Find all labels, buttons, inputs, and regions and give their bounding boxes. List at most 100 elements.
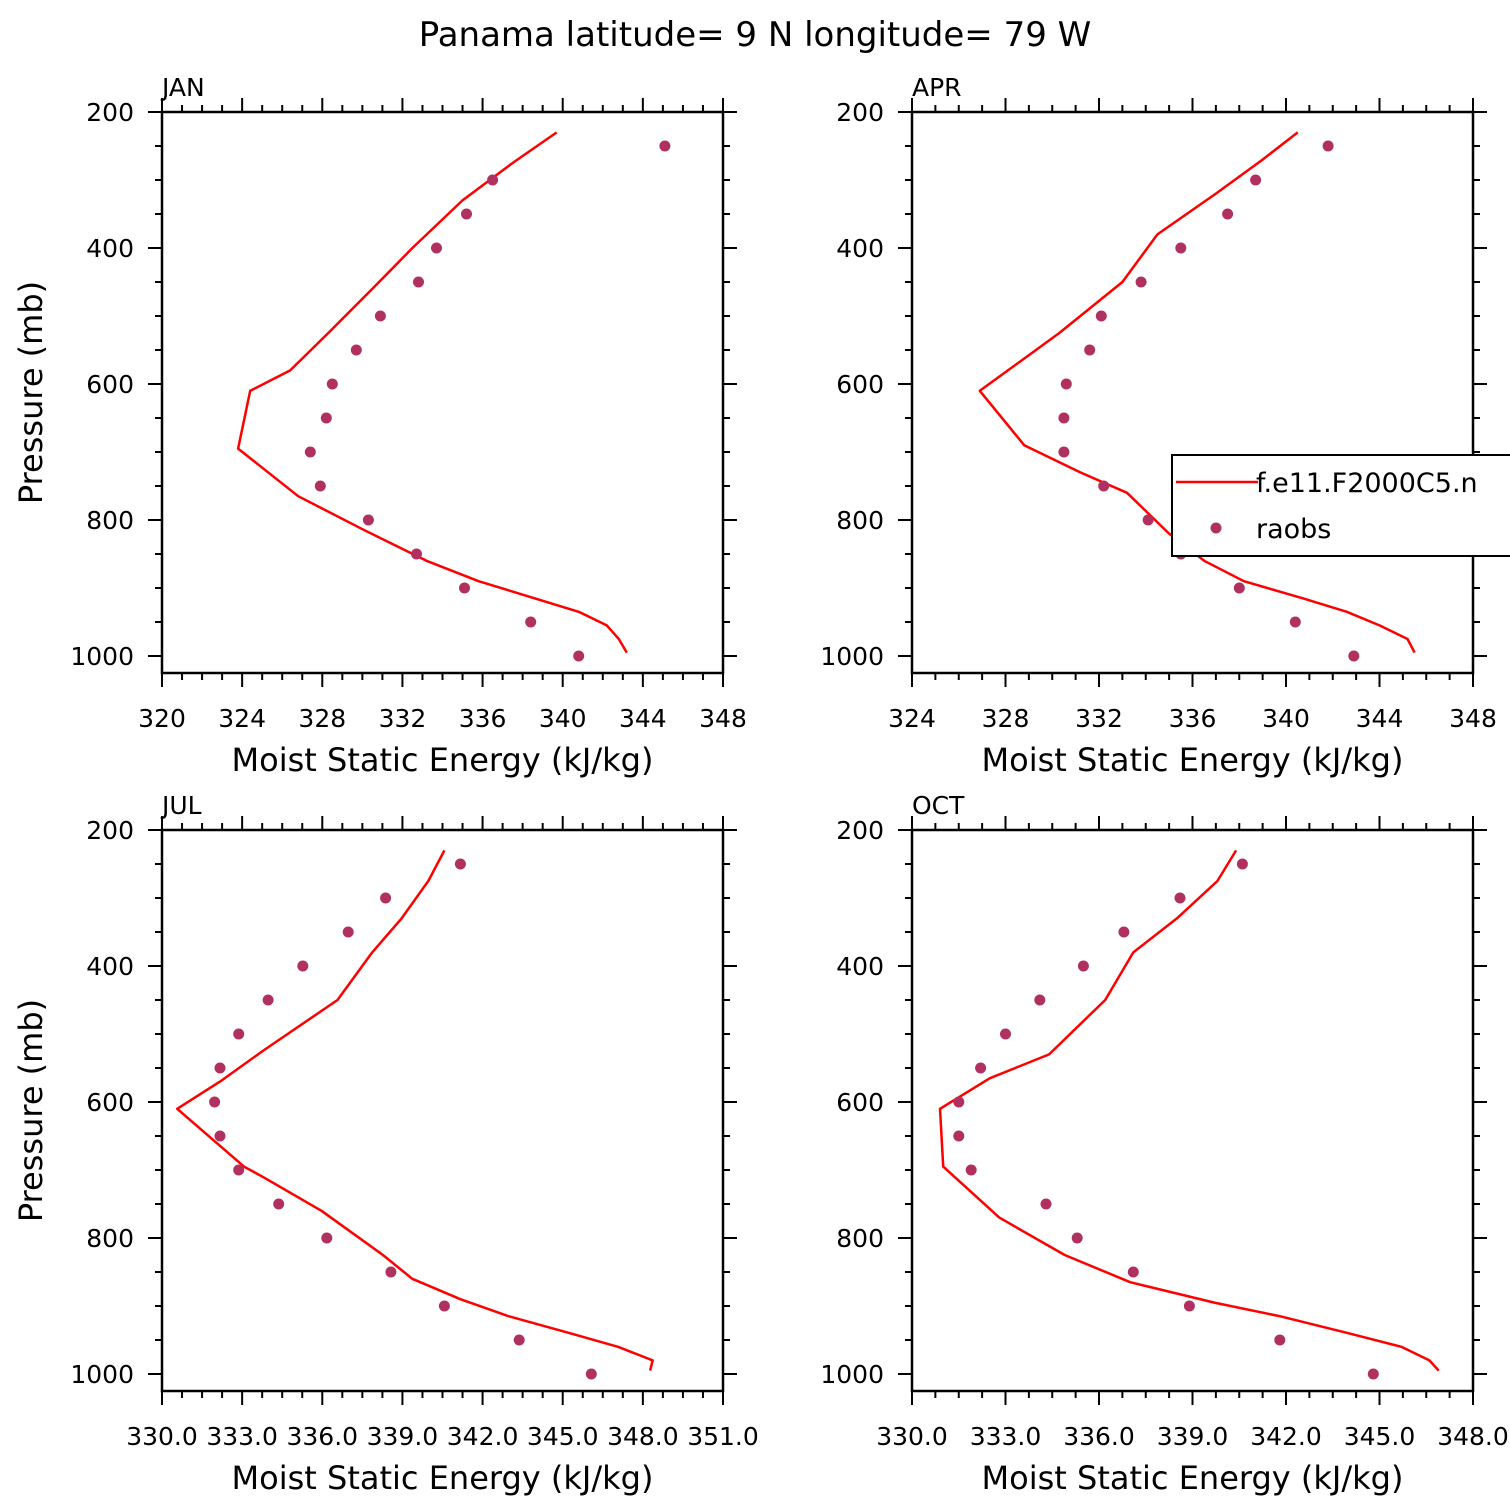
x-tick-label: 328 [298,704,346,733]
x-axis-label: Moist Static Energy (kJ/kg) [982,741,1404,779]
y-tick-label: 800 [836,506,884,535]
raobs-point [461,208,472,220]
raobs-point [1322,140,1334,152]
plot-frame [910,110,1475,675]
y-tick-label: 1000 [820,1360,884,1389]
panel-oct: OCT 330.0 333.0 336.0 339.0 342.0 345.0 348.0 20… [820,791,1508,1497]
raobs-point [326,378,338,390]
x-tick-label: 340 [539,704,587,733]
panels: JAN 320 324 328 332 336 340 344 348 200 400 600 800 1… [12,73,1509,1497]
raobs-point [953,1130,965,1142]
raobs-point [1250,174,1262,186]
raobs-point [573,650,585,662]
raobs-point [1000,1028,1011,1040]
raobs-point [273,1198,285,1210]
x-axis-label: Moist Static Energy (kJ/kg) [232,1459,654,1497]
y-tick-label: 400 [86,234,134,263]
y-tick-label: 600 [86,370,134,399]
raobs-point [1095,310,1107,322]
raobs-point [411,548,422,560]
x-tick-label: 351.0 [687,1422,759,1451]
x-tick-label: 330.0 [126,1422,198,1451]
raobs-point [438,1300,450,1312]
model-profile-line [938,849,1440,1372]
legend: f.e11.F2000C5.n raobs [1171,454,1510,557]
x-axis-label: Moist Static Energy (kJ/kg) [982,1459,1404,1497]
raobs-point [297,960,309,972]
y-tick-label: 400 [836,234,884,263]
raobs-point [314,480,326,492]
x-tick-label: 342.0 [447,1422,519,1451]
legend-label-model: f.e11.F2000C5.n [1256,468,1478,499]
x-tick-label: 348.0 [1437,1422,1509,1451]
y-tick-label: 800 [86,506,134,535]
panel-title: JAN [160,73,205,102]
raobs-point [525,616,537,628]
panel-jul: JUL 330.0 333.0 336.0 339.0 342.0 345.0 348.0 35… [12,791,759,1497]
x-tick-label: 339.0 [367,1422,439,1451]
y-axis-label: Pressure (mb) [12,281,50,504]
raobs-point [1135,276,1147,288]
x-tick-label: 339.0 [1157,1422,1229,1451]
legend-box [1171,454,1510,557]
raobs-point [1274,1334,1286,1346]
raobs-point [1127,1266,1139,1278]
x-tick-label: 348.0 [607,1422,679,1451]
raobs-point [1183,1300,1195,1312]
raobs-point [385,1266,397,1278]
raobs-point [1142,514,1154,526]
x-tick-label: 332 [1075,704,1123,733]
x-tick-label: 336 [1169,704,1217,733]
raobs-point [1058,412,1070,424]
panel-title: APR [912,73,962,102]
raobs-point [321,1232,333,1244]
x-tick-label: 332 [379,704,427,733]
y-tick-label: 800 [86,1224,134,1253]
raobs-point [350,344,362,356]
raobs-point [214,1130,226,1142]
raobs-point [953,1096,965,1108]
raobs-point [304,446,316,458]
x-tick-label: 345.0 [527,1422,599,1451]
raobs-point [1289,616,1301,628]
raobs-point [1040,1198,1052,1210]
x-tick-label: 344 [1356,704,1404,733]
raobs-point [1175,242,1187,254]
x-tick-label: 340 [1262,704,1310,733]
raobs-point [262,994,274,1006]
raobs-point [342,926,354,938]
y-tick-label: 1000 [70,1360,134,1389]
raobs-point [1034,994,1046,1006]
raobs-point [1058,446,1070,458]
raobs-point [1077,960,1089,972]
raobs-point [380,892,392,904]
raobs-point [513,1334,525,1346]
raobs-point [1084,344,1096,356]
raobs-point [487,174,499,186]
x-tick-label: 336.0 [286,1422,358,1451]
legend-marker-sample [1210,522,1222,534]
raobs-point [320,412,332,424]
x-tick-label: 333.0 [206,1422,278,1451]
raobs-point [374,310,386,322]
y-tick-label: 600 [86,1088,134,1117]
raobs-point [585,1368,597,1380]
raobs-point [459,582,470,594]
plot-frame [160,110,725,675]
model-profile-line [978,131,1416,654]
raobs-point [214,1062,226,1074]
x-tick-label: 324 [888,704,936,733]
x-tick-label: 336.0 [1063,1422,1135,1451]
x-tick-label: 330.0 [876,1422,948,1451]
raobs-point [1233,582,1245,594]
y-tick-label: 200 [836,98,884,127]
model-profile-line [236,131,628,654]
panel-apr: APR 324 328 332 336 340 344 348 200 400 600 800 1000… [820,73,1496,779]
raobs-point [209,1096,221,1108]
x-tick-label: 344 [619,704,667,733]
raobs-point [659,140,671,152]
raobs-point [1222,208,1234,220]
figure-title: Panama latitude= 9 N longitude= 79 W [419,15,1092,55]
panel-jan: JAN 320 324 328 332 336 340 344 348 200 400 600 800 1… [12,73,747,779]
